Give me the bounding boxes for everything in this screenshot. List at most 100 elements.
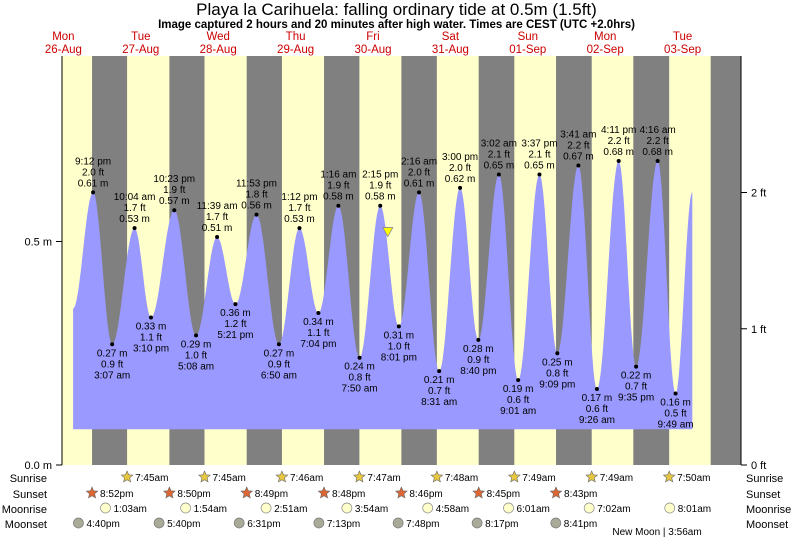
extreme-ft-label: 0.6 ft (586, 404, 608, 415)
extreme-point (357, 355, 362, 360)
sunrise-icon (585, 470, 599, 483)
extreme-m-label: 0.34 m (303, 317, 334, 328)
moonrise-time: 2:51am (274, 504, 307, 515)
sunrise-time: 7:49am (600, 473, 633, 484)
extreme-time-label: 9:49 am (657, 419, 693, 430)
extreme-time-label: 3:10 pm (133, 343, 169, 354)
extreme-ft-label: 2.2 ft (647, 136, 669, 147)
day-date-label: 28-Aug (200, 44, 237, 56)
moonset-icon (73, 517, 84, 529)
day-date-label: 26-Aug (45, 44, 82, 56)
extreme-ft-label: 1.0 ft (185, 350, 207, 361)
extreme-time-label: 9:35 pm (618, 393, 654, 404)
moonrise-icon (503, 502, 514, 514)
extreme-point (254, 212, 259, 217)
extreme-ft-label: 0.7 ft (625, 382, 647, 393)
extreme-point (215, 235, 220, 240)
sunrise-icon (662, 470, 676, 483)
extreme-m-label: 0.53 m (119, 214, 150, 225)
chart-title: Playa la Carihuela: falling ordinary tid… (196, 0, 597, 19)
moonset-icon (471, 517, 483, 529)
extreme-m-label: 0.25 m (542, 357, 573, 368)
extreme-m-label: 0.67 m (563, 152, 594, 163)
extreme-time-label: 2:16 am (401, 156, 437, 167)
right-tick-label: 1 ft (751, 324, 766, 336)
extreme-ft-label: 2.1 ft (528, 149, 550, 160)
moonset-time: 5:40pm (167, 519, 200, 530)
sunrise-icon (352, 470, 366, 483)
day-date-label: 03-Sep (664, 44, 701, 56)
extreme-m-label: 0.68 m (642, 147, 673, 158)
extreme-m-label: 0.31 m (384, 330, 415, 341)
day-date-label: 02-Sep (587, 44, 624, 56)
sunrise-time: 7:50am (677, 473, 710, 484)
extreme-point (396, 324, 401, 329)
extreme-ft-label: 1.1 ft (307, 328, 329, 339)
sunset-time: 8:52pm (100, 489, 133, 500)
extreme-point (297, 226, 302, 231)
extreme-point (276, 342, 281, 347)
extreme-time-label: 3:07 am (94, 370, 130, 381)
moonset-icon (392, 517, 404, 529)
tide-curve (73, 161, 693, 430)
extreme-m-label: 0.65 m (524, 160, 555, 171)
sunrise-time: 7:48am (445, 473, 478, 484)
extreme-point (673, 391, 678, 396)
extreme-point (476, 337, 481, 342)
extreme-point (132, 226, 137, 231)
moonset-time: 8:41pm (564, 519, 597, 530)
left-tick-label: 0.5 m (24, 237, 52, 249)
extreme-ft-label: 2.0 ft (82, 167, 104, 178)
day-name-label: Tue (131, 31, 150, 43)
extreme-time-label: 9:09 pm (539, 379, 575, 390)
extreme-m-label: 0.58 m (323, 192, 354, 203)
moonrise-time: 3:54am (355, 504, 388, 515)
extreme-time-label: 11:53 pm (236, 179, 277, 190)
sunrise-icon (275, 470, 289, 483)
day-name-label: Mon (594, 31, 616, 43)
extreme-m-label: 0.53 m (284, 214, 315, 225)
sunrise-time: 7:45am (135, 473, 168, 484)
sunrise-time: 7:46am (290, 473, 323, 484)
extreme-point (516, 378, 521, 383)
moonset-time: 7:48pm (406, 519, 439, 530)
tide-extremes: 9:12 pm2.0 ft0.61 m0.27 m0.9 ft3:07 am10… (75, 125, 694, 430)
extreme-ft-label: 0.9 ft (268, 359, 290, 370)
moonset-time: 6:31pm (247, 519, 280, 530)
extreme-ft-label: 1.9 ft (369, 181, 391, 192)
sunrise-time: 7:49am (522, 473, 555, 484)
sunset-time: 8:49pm (255, 489, 288, 500)
extreme-ft-label: 1.7 ft (123, 203, 145, 214)
extreme-time-label: 6:50 am (261, 370, 297, 381)
extreme-m-label: 0.27 m (97, 348, 128, 359)
day-name-label: Sun (518, 31, 538, 43)
extreme-m-label: 0.57 m (159, 196, 190, 207)
day-name-label: Mon (52, 31, 74, 43)
extreme-m-label: 0.21 m (424, 375, 455, 386)
sunset-time: 8:50pm (177, 489, 210, 500)
extreme-point (555, 351, 560, 356)
extreme-time-label: 9:01 am (500, 406, 536, 417)
sunset-time: 8:46pm (409, 489, 442, 500)
extreme-time-label: 8:31 am (421, 397, 457, 408)
extreme-m-label: 0.16 m (660, 397, 691, 408)
extreme-time-label: 3:37 pm (521, 138, 557, 149)
tide-area (73, 161, 693, 430)
extreme-m-label: 0.68 m (603, 147, 634, 158)
extreme-m-label: 0.36 m (220, 308, 251, 319)
sunset-icon (240, 486, 254, 499)
extreme-time-label: 5:08 am (178, 361, 214, 372)
extreme-ft-label: 1.7 ft (288, 203, 310, 214)
day-name-label: Wed (206, 31, 229, 43)
extreme-m-label: 0.19 m (503, 384, 534, 395)
sunset-icon (472, 486, 486, 499)
day-date-label: 29-Aug (277, 44, 314, 56)
moonset-icon (233, 517, 245, 529)
moonrise-icon (180, 502, 191, 514)
moonrise-icon (664, 502, 676, 514)
extreme-time-label: 7:50 am (341, 384, 377, 395)
extreme-time-label: 9:26 am (579, 415, 615, 426)
extreme-m-label: 0.22 m (621, 371, 652, 382)
extreme-ft-label: 2.2 ft (567, 141, 589, 152)
